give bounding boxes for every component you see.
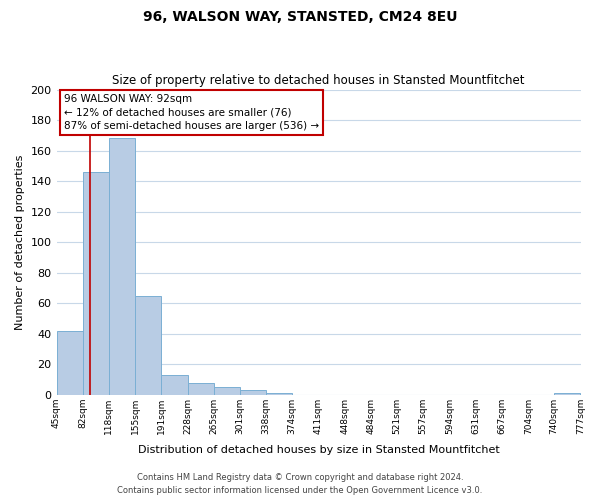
Bar: [266, 393, 292, 394]
Bar: [109, 138, 135, 394]
Text: Contains HM Land Registry data © Crown copyright and database right 2024.
Contai: Contains HM Land Registry data © Crown c…: [118, 474, 482, 495]
Bar: [161, 375, 188, 394]
Bar: [83, 172, 109, 394]
Text: 96 WALSON WAY: 92sqm
← 12% of detached houses are smaller (76)
87% of semi-detac: 96 WALSON WAY: 92sqm ← 12% of detached h…: [64, 94, 319, 130]
Bar: [240, 390, 266, 394]
X-axis label: Distribution of detached houses by size in Stansted Mountfitchet: Distribution of detached houses by size …: [137, 445, 499, 455]
Text: 96, WALSON WAY, STANSTED, CM24 8EU: 96, WALSON WAY, STANSTED, CM24 8EU: [143, 10, 457, 24]
Bar: [188, 382, 214, 394]
Bar: [554, 393, 580, 394]
Y-axis label: Number of detached properties: Number of detached properties: [15, 154, 25, 330]
Bar: [135, 296, 161, 394]
Bar: [214, 387, 240, 394]
Bar: [56, 330, 83, 394]
Title: Size of property relative to detached houses in Stansted Mountfitchet: Size of property relative to detached ho…: [112, 74, 525, 87]
